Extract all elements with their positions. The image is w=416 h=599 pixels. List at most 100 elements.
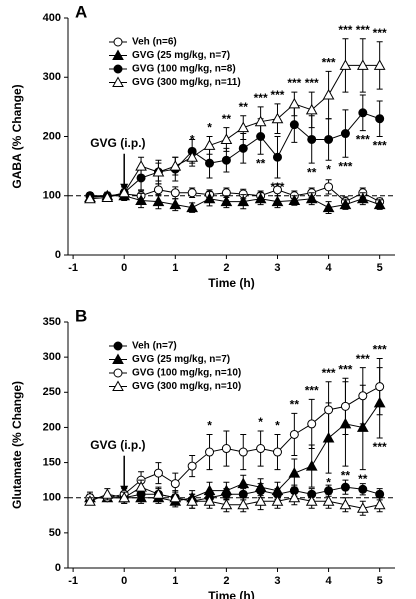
x-axis-label: Time (h) [208,589,254,599]
marker [272,447,282,457]
marker [358,484,368,494]
marker [135,194,147,205]
significance-label: *** [338,159,352,173]
marker [271,495,284,506]
marker [221,155,231,165]
marker [187,461,197,471]
marker [324,134,334,144]
significance-label: ** [307,165,317,179]
marker [373,498,386,510]
marker [220,195,233,207]
legend-label: Veh (n=6) [132,37,177,48]
significance-label: *** [373,26,387,40]
marker [101,488,114,499]
x-tick-label: 1 [172,575,178,587]
marker [153,468,163,478]
significance-label: * [190,133,195,147]
y-tick-label: 0 [55,249,61,261]
marker [220,498,233,510]
series-line [89,195,380,209]
significance-label: *** [373,139,387,153]
marker [288,194,301,205]
legend-marker [112,49,124,60]
marker [238,143,248,153]
marker [84,495,96,506]
marker [220,484,233,496]
marker [356,192,369,204]
marker [237,498,250,510]
series-line [89,486,380,502]
marker [324,182,334,192]
marker [203,495,216,506]
marker [375,382,385,392]
panel-label: A [75,2,87,21]
significance-label: *** [270,180,284,194]
marker [187,188,197,198]
legend-marker [112,76,124,87]
significance-label: ** [256,156,266,170]
marker [153,185,163,195]
x-tick-label: 0 [121,262,127,274]
significance-label: *** [356,133,370,147]
marker [254,192,267,204]
significance-label: *** [373,343,387,357]
marker [289,120,299,130]
marker [307,419,317,429]
y-tick-label: 100 [43,492,61,504]
marker [203,139,216,150]
marker [169,198,182,210]
series-line [89,186,380,203]
marker [339,498,352,510]
y-tick-label: 300 [43,351,61,363]
x-tick-label: 3 [274,575,280,587]
marker [205,447,215,457]
marker [254,115,267,127]
legend-label: GVG (100 mg/kg, n=10) [132,368,241,379]
legend-label: GVG (25 mg/kg, n=7) [132,354,230,365]
legend-label: GVG (300 mg/kg, n=10) [132,381,241,392]
significance-label: * [258,415,263,429]
marker [356,59,369,70]
significance-label: *** [322,366,336,380]
marker [101,191,114,203]
legend-marker [113,64,123,74]
marker [305,103,318,115]
significance-label: *** [322,55,336,69]
marker [170,188,180,198]
x-tick-label: 4 [326,575,333,587]
marker [135,491,147,503]
marker [288,467,301,478]
marker [152,195,165,207]
marker [256,444,266,454]
significance-label: ** [290,398,300,412]
significance-label: ** [222,112,232,126]
marker [205,158,215,168]
legend-label: Veh (n=7) [132,341,177,352]
legend-marker [112,353,124,364]
marker [237,121,250,133]
significance-label: *** [338,362,352,376]
marker [375,114,385,124]
marker [375,489,385,499]
marker [322,201,335,213]
significance-label: *** [254,91,268,105]
marker [254,481,267,492]
y-tick-label: 200 [43,421,61,433]
marker [271,195,284,207]
x-tick-label: 2 [223,262,229,274]
x-tick-label: 1 [172,262,178,274]
legend-label: GVG (25 mg/kg, n=7) [132,50,230,61]
x-tick-label: -1 [68,575,78,587]
significance-label: ** [239,100,249,114]
marker [238,447,248,457]
y-tick-label: 350 [43,316,61,328]
marker [186,495,199,506]
y-tick-label: 300 [43,71,61,83]
marker [118,491,131,503]
marker [220,133,233,144]
marker [339,59,352,70]
marker [340,482,350,492]
marker [118,186,131,198]
marker [358,391,368,401]
